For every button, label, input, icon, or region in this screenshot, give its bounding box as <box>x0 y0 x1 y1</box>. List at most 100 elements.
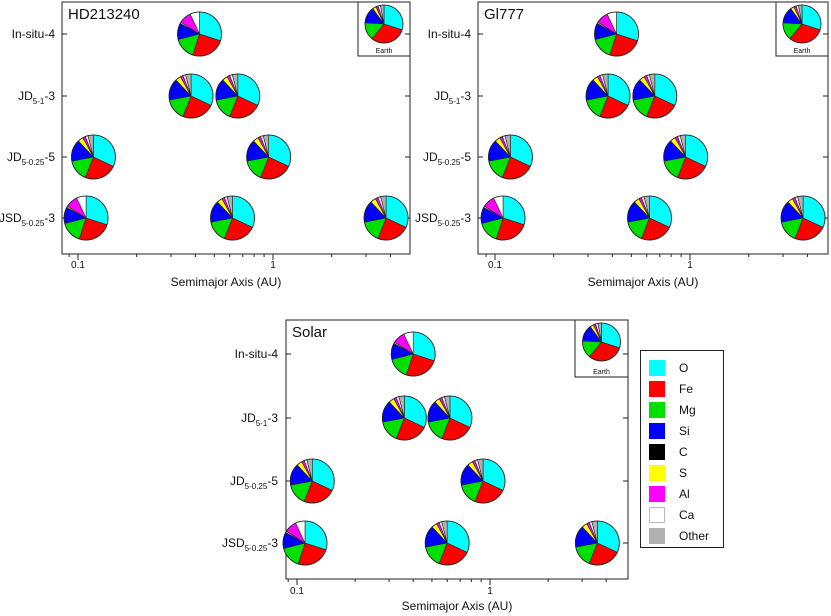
pie-outline <box>364 4 404 44</box>
pie-outline <box>363 195 409 241</box>
earth-pie <box>582 322 621 362</box>
row-label: JSD5-0.25-3 <box>415 211 471 228</box>
planet-pie <box>594 11 639 57</box>
panel-title: Gl777 <box>484 6 524 23</box>
legend-swatch-s <box>649 465 665 481</box>
earth-label: Earth <box>794 48 811 55</box>
planet-pie <box>480 195 526 241</box>
pie-outline <box>215 73 261 119</box>
planet-pie <box>210 195 255 241</box>
panel-title: HD213240 <box>68 6 140 23</box>
pie-outline <box>177 11 222 57</box>
row-label: JD5-1-3 <box>434 89 471 106</box>
pie-outline <box>594 11 639 57</box>
legend-item-s: S <box>649 464 687 482</box>
planet-pie <box>71 134 116 180</box>
legend-swatch-c <box>649 444 665 460</box>
row-label: JD5-0.25-5 <box>230 474 278 491</box>
planet-pie <box>585 73 631 119</box>
panel-gl777: Gl777 Earth In-situ-4 JD5-1-3 JD5-0.25-5 JSD5… <box>415 1 829 289</box>
planet-pie <box>63 195 109 241</box>
pie-outline <box>63 195 109 241</box>
legend-item-mg: Mg <box>649 401 696 419</box>
planet-pie <box>177 11 222 57</box>
planet-pie <box>168 73 214 119</box>
legend-swatch-mg <box>649 402 665 418</box>
legend-label-fe: Fe <box>679 382 694 396</box>
planet-pie <box>627 195 672 241</box>
pie-outline <box>627 195 672 241</box>
panel-frame <box>61 1 411 255</box>
legend-item-other: Other <box>649 527 709 545</box>
pie-outline <box>282 520 328 566</box>
legend-label-mg: Mg <box>679 403 696 417</box>
x-axis-label: Semimajor Axis (AU) <box>402 599 513 613</box>
earth-pie <box>364 4 404 44</box>
planet-pie <box>390 331 436 377</box>
planet-pie <box>460 458 506 504</box>
planet-pie <box>215 73 261 119</box>
legend-label-al: Al <box>679 487 690 501</box>
element-legend: O Fe Mg Si C S Al Ca Other <box>640 350 724 548</box>
planet-pie <box>363 195 409 241</box>
planet-pie <box>246 134 292 180</box>
row-label: JD5-0.25-5 <box>423 150 471 167</box>
panel-frame <box>285 319 629 580</box>
pie-outline <box>210 195 255 241</box>
pie-outline <box>585 73 631 119</box>
planet-pie <box>427 395 473 441</box>
x-axis-label: Semimajor Axis (AU) <box>171 275 282 289</box>
planet-pie <box>424 520 470 566</box>
row-label: JSD5-0.25-3 <box>222 536 278 553</box>
pie-outline <box>427 395 473 441</box>
panel-frame <box>477 1 829 255</box>
row-label: In-situ-4 <box>12 27 56 41</box>
row-label: JD5-1-3 <box>18 89 55 106</box>
legend-swatch-si <box>649 423 665 439</box>
panel-solar: Solar Earth In-situ-4 JD5-1-3 JD5-0.25-5 JSD5… <box>222 319 629 613</box>
planet-pie <box>488 134 533 180</box>
legend-swatch-ca <box>649 507 665 523</box>
planet-pie <box>663 134 709 180</box>
pie-outline <box>780 195 826 241</box>
row-label: JD5-1-3 <box>241 411 278 428</box>
pie-outline <box>632 73 678 119</box>
x-tick-label: 0.1 <box>71 260 85 271</box>
x-tick-label: 1 <box>687 260 693 271</box>
pie-outline <box>574 520 620 566</box>
planet-pie <box>381 395 427 441</box>
legend-swatch-fe <box>649 381 665 397</box>
legend-label-si: Si <box>679 424 690 438</box>
legend-label-c: C <box>679 445 688 459</box>
pie-outline <box>289 458 335 504</box>
legend-swatch-al <box>649 486 665 502</box>
pie-outline <box>424 520 470 566</box>
planet-pie <box>574 520 620 566</box>
pie-outline <box>480 195 526 241</box>
legend-item-c: C <box>649 443 688 461</box>
pie-outline <box>460 458 506 504</box>
panel-hd213240: HD213240 Earth In-situ-4 JD5-1-3 JD5-0.25-5 J… <box>0 1 411 289</box>
earth-label: Earth <box>593 369 610 376</box>
legend-item-o: O <box>649 359 688 377</box>
legend-swatch-other <box>649 528 665 544</box>
planet-pie <box>289 458 335 504</box>
legend-item-si: Si <box>649 422 690 440</box>
earth-pie <box>782 4 822 44</box>
x-tick-label: 1 <box>487 586 493 597</box>
x-tick-label: 1 <box>270 260 276 271</box>
pie-outline <box>488 134 533 180</box>
earth-label: Earth <box>376 48 393 55</box>
pie-outline <box>246 134 292 180</box>
x-tick-label: 0.1 <box>488 260 502 271</box>
pie-outline <box>663 134 709 180</box>
planet-pie <box>780 195 826 241</box>
x-axis-label: Semimajor Axis (AU) <box>588 275 699 289</box>
pie-outline <box>71 134 116 180</box>
x-tick-label: 0.1 <box>290 586 304 597</box>
panel-title: Solar <box>292 324 327 341</box>
pie-outline <box>390 331 436 377</box>
pie-outline <box>782 4 822 44</box>
planet-pie <box>632 73 678 119</box>
